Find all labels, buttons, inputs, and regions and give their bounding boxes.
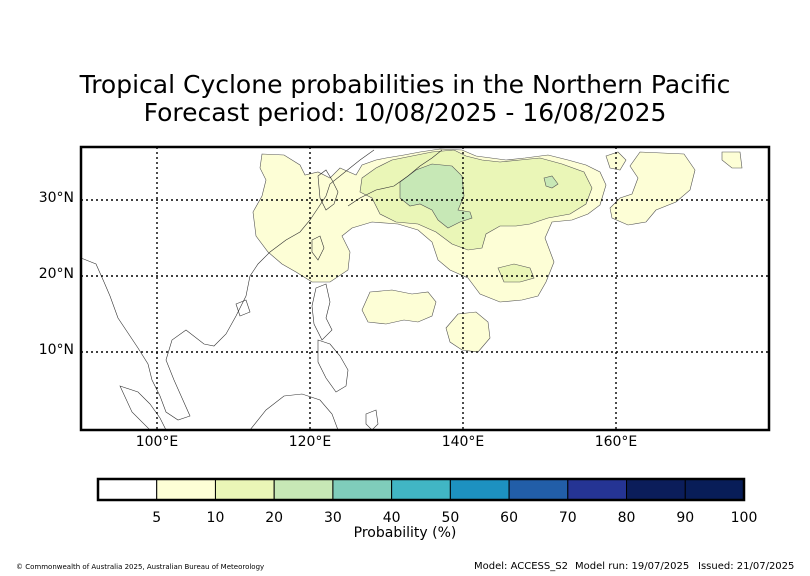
- model-run-date: Model run: 19/07/2025: [575, 561, 690, 572]
- coastline-japan: [347, 149, 443, 207]
- colorbar-swatch: [214, 478, 275, 501]
- colorbar-label: Probability (%): [353, 525, 457, 541]
- colorbar-swatch: [449, 478, 510, 501]
- colorbar-swatch: [156, 478, 216, 501]
- colorbar-tick-label: 40: [382, 510, 401, 526]
- colorbar-swatch: [684, 478, 745, 501]
- coastline-hainan: [235, 299, 251, 317]
- colorbar-tick-label: 50: [441, 510, 460, 526]
- lat-label-10n: 10°N: [38, 342, 74, 358]
- colorbar-tick-label: 20: [265, 510, 284, 526]
- coastline-sulawesi: [365, 409, 379, 431]
- model-name: Model: ACCESS_S2: [474, 561, 568, 572]
- lat-label-20n: 20°N: [38, 266, 74, 282]
- colorbar-frame: [96, 477, 746, 502]
- colorbar-tick-label: 30: [323, 510, 342, 526]
- colorbar-swatch: [626, 478, 686, 501]
- colorbar-swatch: [508, 478, 569, 501]
- prob-region-5-10-philippine-sea: [361, 289, 437, 325]
- colorbar-swatch: [567, 478, 628, 501]
- coastline-east-asia: [80, 149, 375, 421]
- prob-region-10-20-south: [497, 263, 535, 283]
- coastlines: [80, 149, 443, 431]
- lon-label-160e: 160°E: [594, 434, 638, 450]
- lon-label-120e: 120°E: [288, 434, 332, 450]
- lon-label-100e: 100°E: [135, 434, 179, 450]
- coastline-luzon: [311, 283, 333, 341]
- colorbar-swatch: [97, 478, 158, 501]
- colorbar: [96, 477, 746, 502]
- gridlines: [81, 147, 769, 430]
- lon-label-140e: 140°E: [441, 434, 485, 450]
- prob-region-5-10-east: [609, 151, 696, 226]
- coastline-philippines: [317, 339, 349, 393]
- colorbar-swatch: [332, 478, 393, 501]
- coastline-taiwan: [311, 235, 325, 261]
- coastline-sumatra: [119, 385, 167, 431]
- colorbar-tick-label: 90: [676, 510, 695, 526]
- map-title-line-1: Tropical Cyclone probabilities in the No…: [79, 70, 731, 99]
- prob-region-5-10-small2: [721, 151, 743, 169]
- copyright-text: © Commonwealth of Australia 2025, Austra…: [16, 563, 265, 571]
- colorbar-tick-label: 60: [500, 510, 518, 526]
- colorbar-tick-label: 5: [152, 510, 162, 526]
- colorbar-tick-label: 80: [617, 510, 636, 526]
- colorbar-swatch: [273, 478, 334, 501]
- map-frame: [79, 145, 771, 432]
- colorbar-tick-label: 100: [730, 510, 758, 526]
- colorbar-tick-label: 10: [206, 510, 225, 526]
- map-title-line-2: Forecast period: 10/08/2025 - 16/08/2025: [143, 98, 667, 127]
- colorbar-swatch: [391, 478, 451, 501]
- prob-region-20-30-small: [543, 175, 559, 189]
- issued-date: Issued: 21/07/2025: [698, 561, 795, 572]
- prob-region-20-30-main: [399, 163, 473, 229]
- colorbar-tick-label: 70: [558, 510, 577, 526]
- lat-label-30n: 30°N: [38, 190, 74, 206]
